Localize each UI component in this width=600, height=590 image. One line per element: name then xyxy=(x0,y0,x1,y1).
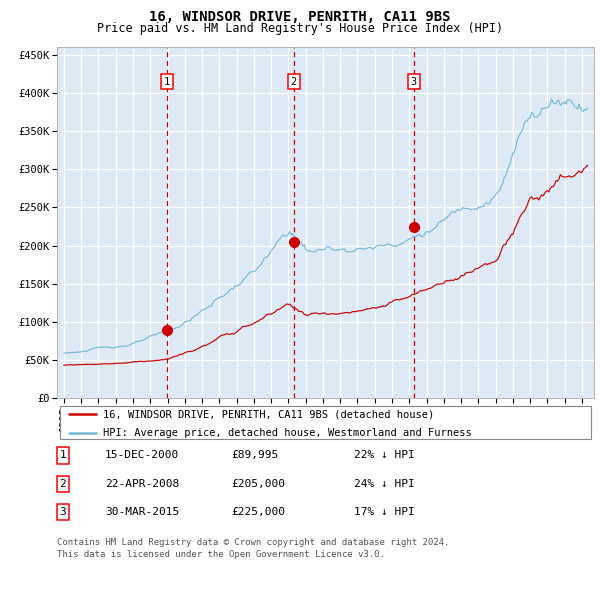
Text: 22% ↓ HPI: 22% ↓ HPI xyxy=(354,451,415,460)
Text: 2: 2 xyxy=(290,77,297,87)
Text: 30-MAR-2015: 30-MAR-2015 xyxy=(105,507,179,517)
Text: 2: 2 xyxy=(59,479,67,489)
Text: £225,000: £225,000 xyxy=(231,507,285,517)
Text: Contains HM Land Registry data © Crown copyright and database right 2024.: Contains HM Land Registry data © Crown c… xyxy=(57,538,449,547)
Text: 1: 1 xyxy=(164,77,170,87)
FancyBboxPatch shape xyxy=(59,405,592,440)
Text: 17% ↓ HPI: 17% ↓ HPI xyxy=(354,507,415,517)
Text: 16, WINDSOR DRIVE, PENRITH, CA11 9BS (detached house): 16, WINDSOR DRIVE, PENRITH, CA11 9BS (de… xyxy=(103,409,434,419)
Text: HPI: Average price, detached house, Westmorland and Furness: HPI: Average price, detached house, West… xyxy=(103,428,472,438)
Text: 3: 3 xyxy=(59,507,67,517)
Text: 1: 1 xyxy=(59,451,67,460)
Text: 16, WINDSOR DRIVE, PENRITH, CA11 9BS: 16, WINDSOR DRIVE, PENRITH, CA11 9BS xyxy=(149,10,451,24)
Text: 15-DEC-2000: 15-DEC-2000 xyxy=(105,451,179,460)
Text: 24% ↓ HPI: 24% ↓ HPI xyxy=(354,479,415,489)
Text: 3: 3 xyxy=(410,77,416,87)
Text: Price paid vs. HM Land Registry's House Price Index (HPI): Price paid vs. HM Land Registry's House … xyxy=(97,22,503,35)
Text: £205,000: £205,000 xyxy=(231,479,285,489)
Text: This data is licensed under the Open Government Licence v3.0.: This data is licensed under the Open Gov… xyxy=(57,550,385,559)
Text: 22-APR-2008: 22-APR-2008 xyxy=(105,479,179,489)
Text: £89,995: £89,995 xyxy=(231,451,278,460)
